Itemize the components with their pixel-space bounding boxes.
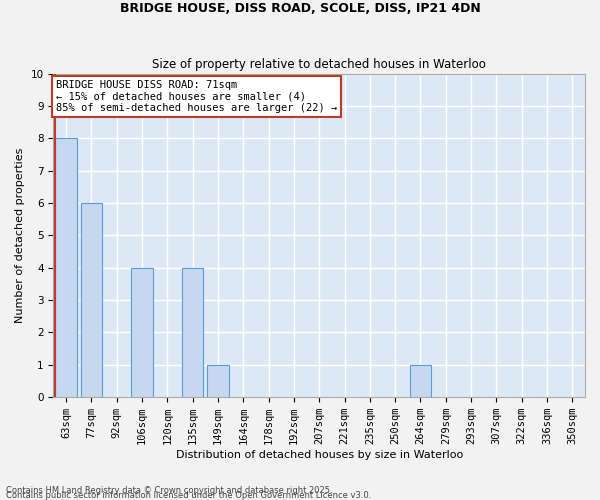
- Text: Contains public sector information licensed under the Open Government Licence v3: Contains public sector information licen…: [6, 491, 371, 500]
- Y-axis label: Number of detached properties: Number of detached properties: [15, 148, 25, 323]
- Bar: [55, 138, 77, 397]
- Bar: [207, 365, 229, 397]
- X-axis label: Distribution of detached houses by size in Waterloo: Distribution of detached houses by size …: [176, 450, 463, 460]
- Text: BRIDGE HOUSE DISS ROAD: 71sqm
← 15% of detached houses are smaller (4)
85% of se: BRIDGE HOUSE DISS ROAD: 71sqm ← 15% of d…: [56, 80, 337, 113]
- Bar: [131, 268, 153, 397]
- Text: Contains HM Land Registry data © Crown copyright and database right 2025.: Contains HM Land Registry data © Crown c…: [6, 486, 332, 495]
- Bar: [410, 365, 431, 397]
- Title: Size of property relative to detached houses in Waterloo: Size of property relative to detached ho…: [152, 58, 486, 71]
- Text: BRIDGE HOUSE, DISS ROAD, SCOLE, DISS, IP21 4DN: BRIDGE HOUSE, DISS ROAD, SCOLE, DISS, IP…: [119, 2, 481, 16]
- Bar: [182, 268, 203, 397]
- Bar: [80, 203, 102, 397]
